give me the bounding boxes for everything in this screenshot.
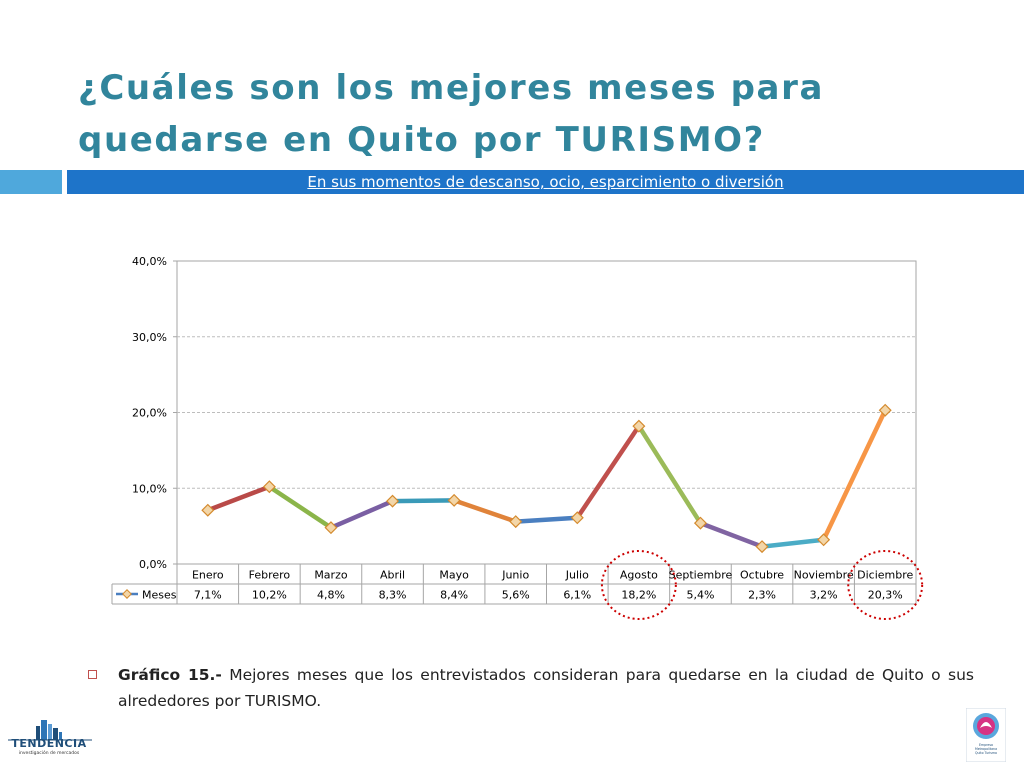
data-value-label: 3,2% [810, 589, 838, 602]
x-category-label: Enero [192, 569, 224, 582]
y-tick-label: 40,0% [132, 255, 167, 268]
data-point [262, 480, 276, 494]
data-point [324, 521, 338, 535]
data-value-label: 5,4% [686, 589, 714, 602]
series-line-segment [698, 520, 765, 549]
slide-title: ¿Cuáles son los mejores meses para queda… [78, 68, 824, 160]
highlight-circle [847, 550, 924, 620]
data-value-label: 18,2% [621, 589, 656, 602]
caption-label: Gráfico 15.- [118, 666, 222, 684]
data-value-label: 2,3% [748, 589, 776, 602]
data-value-label: 8,4% [440, 589, 468, 602]
data-value-label: 7,1% [194, 589, 222, 602]
data-value-label: 6,1% [563, 589, 591, 602]
series-line-segment [451, 498, 518, 524]
data-point [878, 403, 892, 417]
quito-turismo-logo-text-2: Metropolitana [975, 747, 997, 751]
data-point [386, 494, 400, 508]
data-point [447, 493, 461, 507]
legend-marker [122, 589, 132, 599]
highlight-circle [600, 550, 677, 620]
series-line-segment [328, 498, 395, 530]
x-category-label: Octubre [740, 569, 784, 582]
x-category-label: Junio [501, 569, 529, 582]
data-value-label: 8,3% [379, 589, 407, 602]
line-chart: 0,0% 10,0% 20,0% 30,0% 40,0% Enero Febrero Marz… [111, 255, 924, 620]
x-category-label: Septiembre [669, 569, 733, 582]
data-point [693, 516, 707, 530]
tendencia-logo-subtext: investigación de mercados [18, 751, 80, 756]
data-value-label: 20,3% [868, 589, 903, 602]
series-line-segment [513, 515, 580, 524]
chart-caption: Gráfico 15.- Mejores meses que los entre… [118, 662, 974, 714]
data-value-label: 4,8% [317, 589, 345, 602]
x-category-label: Abril [380, 569, 405, 582]
quito-turismo-logo-text-3: Quito Turismo [975, 751, 997, 755]
series-line-segment [636, 423, 703, 526]
header-bar [67, 170, 1024, 194]
data-point [817, 533, 831, 547]
y-tick-label: 10,0% [132, 482, 167, 495]
x-category-label: Mayo [439, 569, 469, 582]
header-bar-accent [0, 170, 62, 194]
x-category-label: Diciembre [857, 569, 913, 582]
y-tick-label: 20,0% [132, 407, 167, 420]
data-point [509, 515, 523, 529]
data-point [570, 511, 584, 525]
slide-subtitle: En sus momentos de descanso, ocio, espar… [307, 173, 784, 191]
series-line-segment [205, 484, 272, 513]
data-value-label: 5,6% [502, 589, 530, 602]
y-tick-label: 30,0% [132, 331, 167, 344]
series-line-segment [821, 407, 888, 543]
y-tick-label: 0,0% [139, 558, 167, 571]
data-point [755, 540, 769, 554]
x-category-label: Noviembre [794, 569, 854, 582]
x-category-label: Julio [565, 569, 589, 582]
x-category-label: Agosto [620, 569, 658, 582]
series-line-segment [575, 423, 642, 521]
x-category-label: Marzo [314, 569, 348, 582]
bullet-icon [88, 670, 97, 679]
caption-text: Mejores meses que los entrevistados cons… [118, 666, 974, 710]
x-category-label: Febrero [249, 569, 291, 582]
quito-turismo-logo-icon: Empresa Metropolitana Quito Turismo [966, 708, 1006, 762]
data-value-label: 10,2% [252, 589, 287, 602]
tendencia-logo-text: TENDENCIA [11, 737, 87, 750]
quito-turismo-logo-text-1: Empresa [979, 743, 993, 747]
series-line-segment [759, 537, 826, 549]
data-point [201, 503, 215, 517]
data-point [632, 419, 646, 433]
legend-label: Meses [142, 589, 177, 602]
series-line-segment [267, 484, 334, 530]
series-line-segment [390, 498, 457, 504]
tendencia-logo-icon [8, 720, 92, 741]
